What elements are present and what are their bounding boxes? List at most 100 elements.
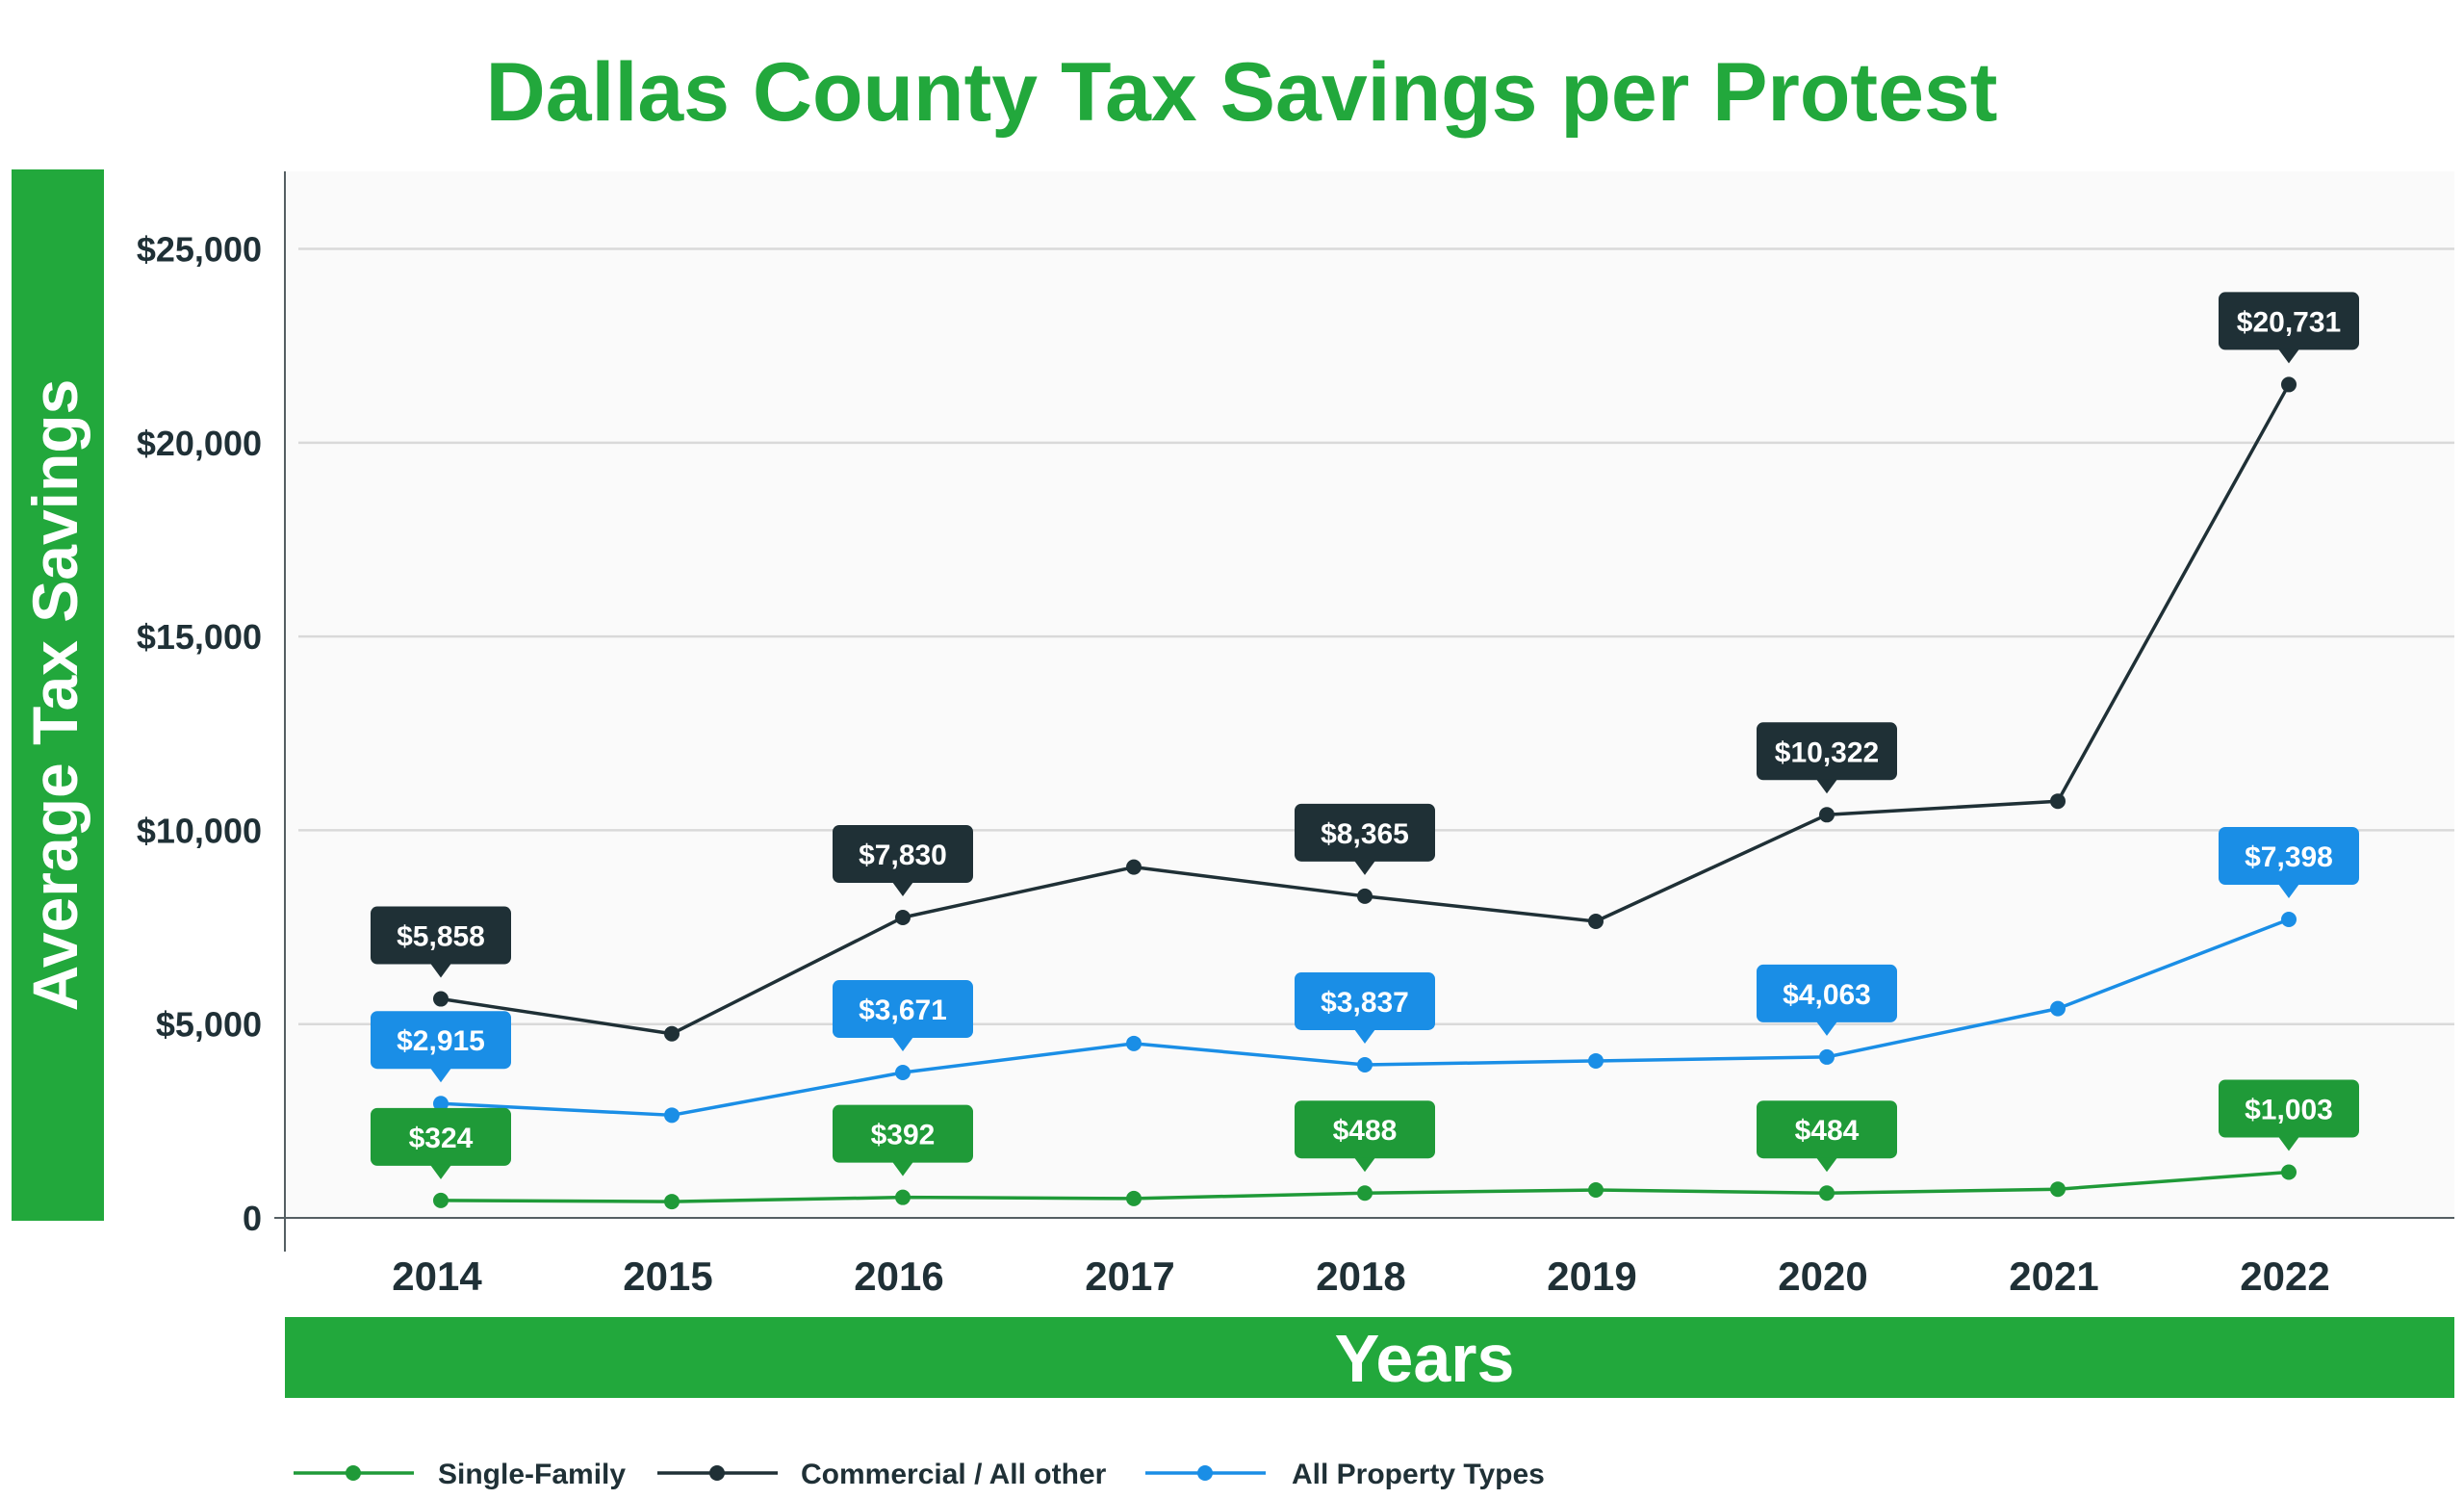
legend-swatch-marker bbox=[1197, 1465, 1213, 1481]
data-point bbox=[433, 991, 449, 1007]
data-point bbox=[664, 1025, 680, 1042]
data-point bbox=[2050, 793, 2066, 810]
data-label-box bbox=[1295, 803, 1435, 862]
data-point bbox=[895, 909, 911, 925]
data-point bbox=[433, 1192, 449, 1208]
data-label-box bbox=[371, 906, 511, 965]
data-point bbox=[2281, 1164, 2297, 1180]
data-label-callout: $3,671 bbox=[833, 980, 973, 1052]
data-label-callout: $392 bbox=[833, 1104, 973, 1176]
x-tick-label: 2021 bbox=[2009, 1253, 2098, 1299]
data-point bbox=[2281, 376, 2297, 393]
y-tick-label: 0 bbox=[243, 1199, 262, 1238]
data-label-box bbox=[833, 1104, 973, 1163]
data-label-callout: $3,837 bbox=[1295, 971, 1435, 1044]
data-label-pointer bbox=[1816, 1021, 1837, 1036]
data-label: $3,671 bbox=[859, 995, 947, 1026]
legend-item: Single-Family bbox=[294, 1459, 626, 1490]
data-label-box bbox=[2219, 292, 2359, 350]
data-label-callout: $4,063 bbox=[1757, 964, 1897, 1036]
plot-area bbox=[285, 171, 2454, 1218]
x-tick-label: 2020 bbox=[1778, 1253, 1867, 1299]
legend-item: All Property Types bbox=[1145, 1459, 1545, 1490]
data-label-box bbox=[1757, 964, 1897, 1022]
data-label: $1,003 bbox=[2245, 1094, 2333, 1125]
data-label-callout: $7,398 bbox=[2219, 827, 2359, 899]
data-label-box bbox=[1757, 1100, 1897, 1159]
data-label-pointer bbox=[2278, 1136, 2299, 1151]
data-label-pointer bbox=[1816, 1157, 1837, 1173]
x-axis-title: Years bbox=[1335, 1321, 1515, 1396]
data-label-callout: $484 bbox=[1757, 1100, 1897, 1173]
data-label-box bbox=[371, 1107, 511, 1166]
data-label-pointer bbox=[2278, 349, 2299, 364]
data-label: $3,837 bbox=[1321, 987, 1409, 1019]
data-point bbox=[1588, 1182, 1604, 1199]
x-tick-labels: 2014 2015 2016 2017 2018 2019 2020 2021 2022 bbox=[392, 1253, 2329, 1299]
data-label-pointer bbox=[892, 1037, 913, 1052]
legend-label: Commercial / All other bbox=[801, 1459, 1107, 1490]
data-label-callout: $8,365 bbox=[1295, 803, 1435, 875]
series-lines bbox=[433, 376, 2297, 1210]
data-point bbox=[1819, 1185, 1835, 1202]
data-point bbox=[1126, 1190, 1142, 1206]
y-axis-title-band bbox=[12, 169, 104, 1221]
data-label-pointer bbox=[430, 1164, 451, 1179]
y-tick-label: $20,000 bbox=[137, 424, 262, 463]
x-tick-label: 2017 bbox=[1085, 1253, 1174, 1299]
data-point bbox=[1819, 807, 1835, 823]
data-point bbox=[1126, 859, 1142, 875]
legend-swatch-marker bbox=[346, 1465, 361, 1481]
y-tick-label: $5,000 bbox=[156, 1005, 262, 1045]
data-point bbox=[433, 1096, 449, 1112]
legend-label: All Property Types bbox=[1292, 1459, 1545, 1490]
data-label-pointer bbox=[892, 1161, 913, 1176]
y-tick-label: $10,000 bbox=[137, 811, 262, 850]
data-label-box bbox=[1757, 722, 1897, 781]
data-label-box bbox=[833, 980, 973, 1039]
data-point bbox=[2050, 1000, 2066, 1017]
x-tick-label: 2018 bbox=[1316, 1253, 1405, 1299]
data-label-box bbox=[2219, 1079, 2359, 1138]
data-label: $488 bbox=[1333, 1115, 1398, 1147]
x-tick-label: 2015 bbox=[623, 1253, 712, 1299]
data-point bbox=[1357, 888, 1373, 904]
data-label: $20,731 bbox=[2237, 306, 2341, 338]
data-label-callout: $324 bbox=[371, 1107, 511, 1179]
data-label-callout: $2,915 bbox=[371, 1011, 511, 1083]
legend-item: Commercial / All other bbox=[657, 1459, 1107, 1490]
axes bbox=[274, 171, 2454, 1252]
data-label-box bbox=[2219, 827, 2359, 886]
legend-swatch-marker bbox=[709, 1465, 725, 1481]
data-label-box bbox=[371, 1011, 511, 1070]
x-tick-label: 2019 bbox=[1547, 1253, 1636, 1299]
data-label-callout: $7,830 bbox=[833, 824, 973, 896]
data-label-box bbox=[833, 824, 973, 883]
data-label-pointer bbox=[1816, 779, 1837, 794]
data-label-box bbox=[1295, 971, 1435, 1030]
legend: Single-Family Commercial / All other All P… bbox=[294, 1459, 1545, 1490]
x-axis-title-band bbox=[285, 1317, 2454, 1398]
data-point bbox=[1819, 1048, 1835, 1065]
data-label-pointer bbox=[1354, 1157, 1375, 1173]
data-point bbox=[1126, 1035, 1142, 1051]
chart-title: Dallas County Tax Savings per Protest bbox=[486, 46, 1998, 139]
data-point bbox=[664, 1107, 680, 1124]
data-label-pointer bbox=[1354, 1028, 1375, 1044]
data-label: $7,830 bbox=[859, 840, 947, 871]
x-tick-label: 2014 bbox=[392, 1253, 482, 1299]
x-tick-label: 2016 bbox=[854, 1253, 943, 1299]
data-label: $484 bbox=[1795, 1115, 1860, 1147]
data-label-callout: $10,322 bbox=[1757, 722, 1897, 794]
data-label: $5,858 bbox=[397, 921, 485, 953]
data-label-box bbox=[1295, 1100, 1435, 1159]
data-label-callout: $5,858 bbox=[371, 906, 511, 978]
data-point bbox=[1588, 1052, 1604, 1069]
data-point bbox=[895, 1189, 911, 1205]
data-label: $2,915 bbox=[397, 1025, 485, 1057]
data-label: $4,063 bbox=[1783, 979, 1871, 1011]
legend-label: Single-Family bbox=[438, 1459, 626, 1490]
data-label-pointer bbox=[430, 963, 451, 978]
y-tick-labels: 0 $5,000 $10,000 $15,000 $20,000 $25,000 bbox=[137, 230, 262, 1238]
